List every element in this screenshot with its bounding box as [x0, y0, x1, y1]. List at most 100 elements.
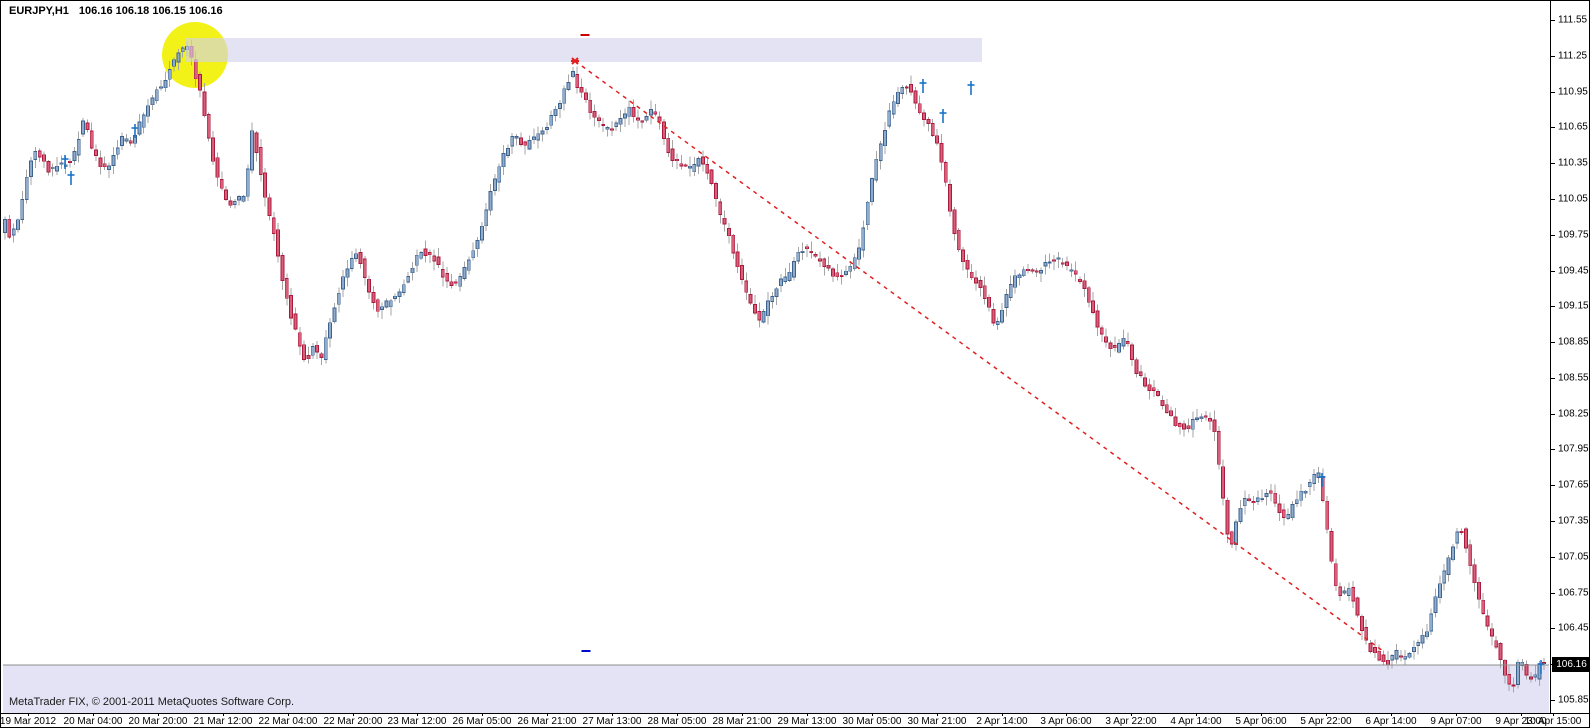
x-axis-tick [223, 713, 224, 716]
x-axis-label: 2 Apr 14:00 [976, 716, 1028, 727]
y-axis-tick [1551, 92, 1555, 93]
y-axis-label: 109.45 [1558, 265, 1589, 277]
y-axis-tick [1551, 449, 1555, 450]
y-axis-label: 108.85 [1558, 336, 1589, 348]
x-axis-label: 22 Mar 20:00 [323, 716, 383, 727]
y-axis-label: 106.75 [1558, 587, 1589, 599]
y-axis-label: 106.45 [1558, 622, 1589, 634]
x-axis-tick [158, 713, 159, 716]
y-axis-tick [1551, 271, 1555, 272]
x-axis-tick [93, 713, 94, 716]
x-axis-tick [353, 713, 354, 716]
x-axis-tick [1131, 713, 1132, 716]
x-axis-tick [1261, 713, 1262, 716]
y-axis-tick [1551, 20, 1555, 21]
x-axis-tick [872, 713, 873, 716]
x-axis-tick [807, 713, 808, 716]
x-axis-label: 3 Apr 06:00 [1040, 716, 1092, 727]
x-axis-label: 30 Mar 21:00 [907, 716, 967, 727]
x-axis-tick [937, 713, 938, 716]
x-axis-tick [612, 713, 613, 716]
x-axis-label: 29 Mar 13:00 [777, 716, 837, 727]
x-axis-label: 23 Mar 12:00 [387, 716, 447, 727]
x-axis-label: 22 Mar 04:00 [258, 716, 318, 727]
x-axis-tick [1456, 713, 1457, 716]
x-axis-tick [1002, 713, 1003, 716]
x-axis-label: 6 Apr 14:00 [1365, 716, 1417, 727]
y-axis-label: 107.95 [1558, 443, 1589, 455]
x-axis-label: 26 Mar 05:00 [452, 716, 512, 727]
time-axis-line [1, 713, 1589, 714]
x-axis-tick [1391, 713, 1392, 716]
candle-wicks [4, 40, 1545, 693]
x-axis-label: 28 Mar 21:00 [712, 716, 772, 727]
price-scale-divider [1550, 1, 1551, 713]
x-axis-label: 20 Mar 20:00 [128, 716, 188, 727]
x-axis-label: 21 Mar 12:00 [193, 716, 253, 727]
x-axis-label: 5 Apr 22:00 [1300, 716, 1352, 727]
y-axis-tick [1551, 199, 1555, 200]
y-axis-tick [1551, 593, 1555, 594]
chart-title: EURJPY,H1 106.16 106.18 106.15 106.16 [9, 5, 223, 17]
y-axis-tick [1551, 557, 1555, 558]
y-axis-label: 111.25 [1558, 50, 1588, 62]
y-axis-label: 110.35 [1558, 157, 1588, 169]
y-axis-tick [1551, 700, 1555, 701]
y-axis-tick [1551, 485, 1555, 486]
copyright-label: MetaTrader FIX, © 2001-2011 MetaQuotes S… [9, 696, 295, 708]
x-axis-label: 20 Mar 04:00 [63, 716, 123, 727]
x-axis-tick [1553, 713, 1554, 716]
y-axis-tick [1551, 378, 1555, 379]
x-axis-label: 26 Mar 21:00 [517, 716, 577, 727]
x-axis-tick [28, 713, 29, 716]
x-axis-label: 27 Mar 13:00 [582, 716, 642, 727]
y-axis-tick [1551, 521, 1555, 522]
x-axis-tick [677, 713, 678, 716]
resistance-zone-rect[interactable] [186, 38, 982, 62]
x-axis-tick [1521, 713, 1522, 716]
chart-plot-area[interactable]: EURJPY,H1 106.16 106.18 106.15 106.16 Met… [3, 2, 1550, 713]
y-axis-tick [1551, 56, 1555, 57]
candlestick-chart-canvas[interactable] [3, 2, 1550, 713]
candle-bodies [3, 45, 1546, 687]
y-axis-label: 105.85 [1558, 694, 1589, 706]
blue-cross-markers[interactable] [61, 79, 1545, 674]
x-axis-label: 9 Apr 23:00 [1495, 716, 1547, 727]
x-axis-tick [1066, 713, 1067, 716]
y-axis-label: 110.65 [1558, 121, 1588, 133]
y-axis-label: 110.05 [1558, 193, 1588, 205]
x-axis-label: 5 Apr 06:00 [1235, 716, 1287, 727]
y-axis-label: 108.55 [1558, 372, 1589, 384]
price-scale[interactable]: 111.55 111.25 110.95 110.65 110.35 110.05 109.… [1551, 1, 1589, 713]
support-zone-rect[interactable] [3, 665, 1549, 713]
y-axis-tick [1551, 414, 1555, 415]
y-axis-tick [1551, 235, 1555, 236]
x-axis-tick [1196, 713, 1197, 716]
y-axis-label: 108.25 [1558, 408, 1589, 420]
trendline-start-marker[interactable] [571, 57, 579, 65]
x-axis-label: 4 Apr 14:00 [1170, 716, 1222, 727]
x-axis-label: 10 Apr 15:00 [1524, 716, 1582, 727]
x-axis-label: 28 Mar 05:00 [647, 716, 707, 727]
x-axis-label: 19 Mar 2012 [0, 716, 57, 727]
trendline[interactable] [574, 60, 1384, 652]
y-axis-tick [1551, 628, 1555, 629]
y-axis-tick [1551, 342, 1555, 343]
x-axis-tick [547, 713, 548, 716]
y-axis-label: 107.65 [1558, 479, 1589, 491]
x-axis-label: 30 Mar 05:00 [842, 716, 902, 727]
y-axis-label: 109.75 [1558, 229, 1589, 241]
y-axis-tick [1551, 127, 1555, 128]
x-axis-tick [1326, 713, 1327, 716]
y-axis-label: 107.35 [1558, 515, 1589, 527]
y-axis-label: 107.05 [1558, 551, 1589, 563]
current-price-badge: 106.16 [1552, 657, 1589, 672]
y-axis-tick [1551, 163, 1555, 164]
y-axis-label: 110.95 [1558, 86, 1588, 98]
symbol-period-label: EURJPY,H1 [9, 5, 69, 17]
time-scale[interactable]: 19 Mar 2012 20 Mar 04:00 20 Mar 20:00 21 Ma… [0, 713, 1589, 727]
x-axis-tick [417, 713, 418, 716]
x-axis-tick [288, 713, 289, 716]
y-axis-tick [1551, 306, 1555, 307]
